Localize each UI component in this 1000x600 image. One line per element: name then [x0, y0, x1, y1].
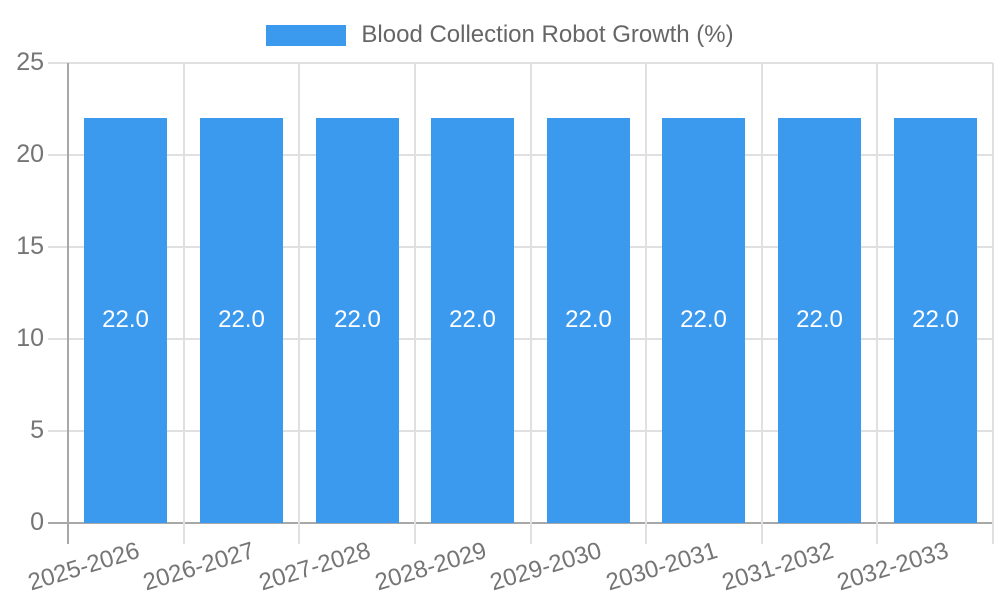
y-tick-label: 20: [16, 140, 44, 168]
x-gridline: [298, 63, 301, 544]
y-tick-label: 25: [16, 48, 44, 76]
y-tick-label: 5: [30, 416, 44, 444]
bar: [662, 118, 745, 523]
bar-value-label: 22.0: [796, 306, 843, 333]
x-gridline: [645, 63, 648, 544]
bar: [316, 118, 399, 523]
bar-value-label: 22.0: [912, 306, 959, 333]
bar-value-label: 22.0: [449, 306, 496, 333]
x-tick-label: 2030-2031: [603, 537, 721, 597]
bar: [778, 118, 861, 523]
bar: [894, 118, 977, 523]
x-tick-label: 2026-2027: [140, 537, 258, 597]
x-tick-label: 2029-2030: [487, 537, 605, 597]
y-tick-label: 15: [16, 232, 44, 260]
x-gridline: [992, 63, 994, 544]
legend: Blood Collection Robot Growth (%): [0, 21, 1000, 49]
y-axis-line: [67, 63, 69, 544]
y-gridline: [48, 246, 993, 248]
y-gridline: [48, 154, 993, 156]
bar-value-label: 22.0: [334, 306, 381, 333]
x-tick-label: 2025-2026: [25, 537, 143, 597]
y-tick-label: 0: [30, 508, 44, 536]
bar: [547, 118, 630, 523]
x-gridline: [760, 63, 763, 544]
x-gridline: [413, 63, 416, 544]
y-gridline: [48, 430, 993, 432]
legend-swatch: [266, 24, 347, 46]
x-axis-line: [48, 522, 993, 524]
x-tick-label: 2028-2029: [372, 537, 490, 597]
bar-value-label: 22.0: [565, 306, 612, 333]
x-gridline: [529, 63, 532, 544]
bar: [431, 118, 514, 523]
bar: [84, 118, 167, 523]
x-tick-label: 2031-2032: [719, 537, 837, 597]
x-tick-label: 2032-2033: [834, 537, 952, 597]
y-gridline: [48, 62, 993, 64]
legend-label: Blood Collection Robot Growth (%): [361, 21, 734, 48]
bar-value-label: 22.0: [680, 306, 727, 333]
x-gridline: [876, 63, 879, 544]
x-tick-label: 2027-2028: [256, 537, 374, 597]
y-gridline: [48, 338, 993, 340]
bar-value-label: 22.0: [102, 306, 149, 333]
bar: [200, 118, 283, 523]
x-gridline: [182, 63, 185, 544]
y-tick-label: 10: [16, 324, 44, 352]
bar-value-label: 22.0: [218, 306, 265, 333]
